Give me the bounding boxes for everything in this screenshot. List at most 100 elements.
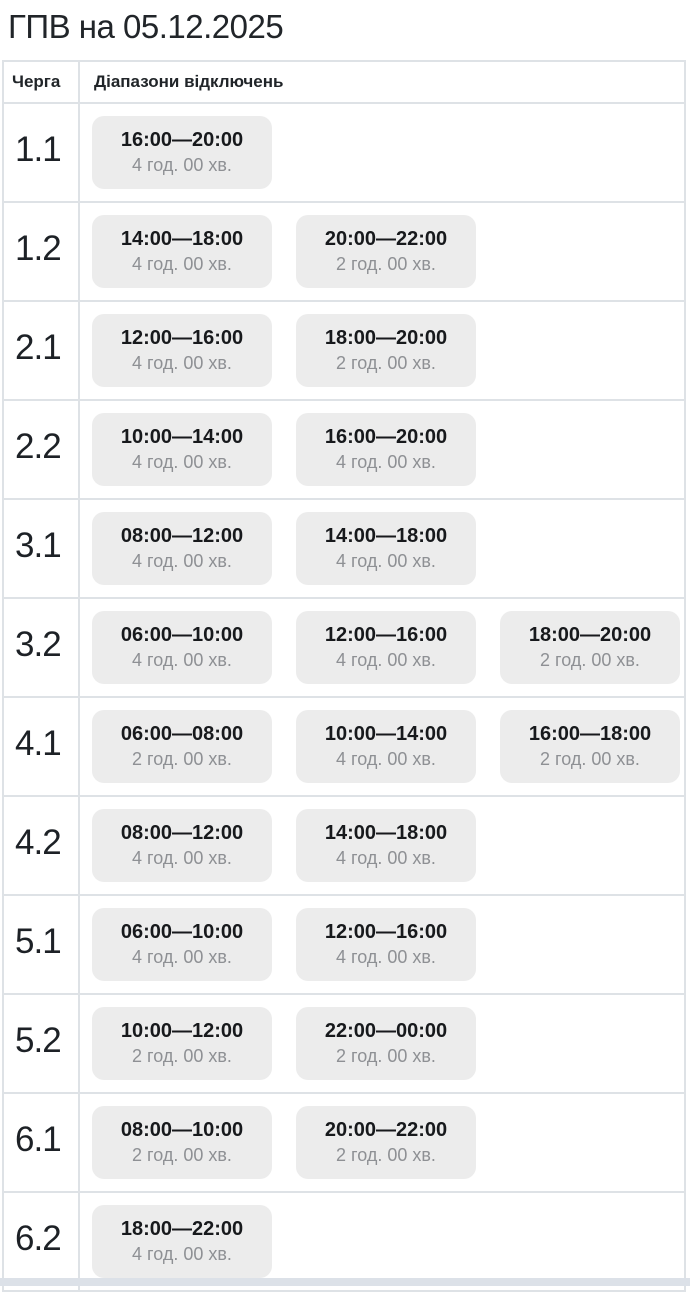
ranges-cell: 12:00—16:00 4 год. 00 хв. 18:00—20:00 2 … xyxy=(78,300,686,402)
outage-chip: 10:00—12:00 2 год. 00 хв. xyxy=(92,1007,272,1081)
outage-chip: 14:00—18:00 4 год. 00 хв. xyxy=(92,215,272,289)
outage-time: 20:00—22:00 xyxy=(324,228,448,251)
outage-chip: 16:00—18:00 2 год. 00 хв. xyxy=(500,710,680,784)
outage-time: 12:00—16:00 xyxy=(324,921,448,944)
table-header: Черга Діапазони відключень xyxy=(2,60,686,105)
queue-cell: 4.2 xyxy=(2,795,80,897)
outage-time: 12:00—16:00 xyxy=(324,624,448,647)
outage-chip: 06:00—10:00 4 год. 00 хв. xyxy=(92,908,272,982)
outage-duration: 4 год. 00 хв. xyxy=(336,650,436,671)
queue-cell: 4.1 xyxy=(2,696,80,798)
outage-chip: 06:00—10:00 4 год. 00 хв. xyxy=(92,611,272,685)
table-row: 5.1 06:00—10:00 4 год. 00 хв. 12:00—16:0… xyxy=(2,894,686,996)
outage-time: 14:00—18:00 xyxy=(324,525,448,548)
ranges-wrap: 08:00—10:00 2 год. 00 хв. 20:00—22:00 2 … xyxy=(92,1106,676,1180)
ranges-cell: 18:00—22:00 4 год. 00 хв. xyxy=(78,1191,686,1292)
outage-time: 06:00—08:00 xyxy=(120,723,244,746)
table-row: 6.2 18:00—22:00 4 год. 00 хв. xyxy=(2,1191,686,1292)
header-row: Черга Діапазони відключень xyxy=(2,60,686,105)
table-row: 1.1 16:00—20:00 4 год. 00 хв. xyxy=(2,102,686,204)
outage-duration: 4 год. 00 хв. xyxy=(336,848,436,869)
ranges-wrap: 12:00—16:00 4 год. 00 хв. 18:00—20:00 2 … xyxy=(92,314,676,388)
ranges-cell: 06:00—10:00 4 год. 00 хв. 12:00—16:00 4 … xyxy=(78,894,686,996)
outage-duration: 4 год. 00 хв. xyxy=(336,452,436,473)
queue-cell: 3.1 xyxy=(2,498,80,600)
outage-duration: 2 год. 00 хв. xyxy=(336,254,436,275)
queue-cell: 1.2 xyxy=(2,201,80,303)
table-row: 3.1 08:00—12:00 4 год. 00 хв. 14:00—18:0… xyxy=(2,498,686,600)
outage-duration: 4 год. 00 хв. xyxy=(132,848,232,869)
outage-duration: 4 год. 00 хв. xyxy=(132,353,232,374)
outage-duration: 4 год. 00 хв. xyxy=(336,551,436,572)
outage-time: 20:00—22:00 xyxy=(324,1119,448,1142)
queue-cell: 2.1 xyxy=(2,300,80,402)
outage-chip: 20:00—22:00 2 год. 00 хв. xyxy=(296,1106,476,1180)
queue-cell: 6.1 xyxy=(2,1092,80,1194)
ranges-cell: 08:00—12:00 4 год. 00 хв. 14:00—18:00 4 … xyxy=(78,795,686,897)
outage-duration: 2 год. 00 хв. xyxy=(540,650,640,671)
ranges-cell: 16:00—20:00 4 год. 00 хв. xyxy=(78,102,686,204)
ranges-cell: 08:00—12:00 4 год. 00 хв. 14:00—18:00 4 … xyxy=(78,498,686,600)
outage-time: 10:00—14:00 xyxy=(120,426,244,449)
outage-time: 06:00—10:00 xyxy=(120,921,244,944)
outage-chip: 06:00—08:00 2 год. 00 хв. xyxy=(92,710,272,784)
table-row: 3.2 06:00—10:00 4 год. 00 хв. 12:00—16:0… xyxy=(2,597,686,699)
queue-cell: 3.2 xyxy=(2,597,80,699)
table-row: 4.2 08:00—12:00 4 год. 00 хв. 14:00—18:0… xyxy=(2,795,686,897)
outage-chip: 18:00—20:00 2 год. 00 хв. xyxy=(296,314,476,388)
outage-duration: 4 год. 00 хв. xyxy=(132,551,232,572)
queue-cell: 1.1 xyxy=(2,102,80,204)
outage-chip: 08:00—12:00 4 год. 00 хв. xyxy=(92,809,272,883)
ranges-cell: 10:00—14:00 4 год. 00 хв. 16:00—20:00 4 … xyxy=(78,399,686,501)
outage-duration: 4 год. 00 хв. xyxy=(336,947,436,968)
outage-time: 10:00—14:00 xyxy=(324,723,448,746)
outage-duration: 4 год. 00 хв. xyxy=(132,1244,232,1265)
outage-time: 08:00—12:00 xyxy=(120,525,244,548)
page-title: ГПВ на 05.12.2025 xyxy=(8,8,284,45)
column-header-ranges: Діапазони відключень xyxy=(78,60,686,105)
outage-duration: 4 год. 00 хв. xyxy=(132,650,232,671)
outage-time: 16:00—18:00 xyxy=(528,723,652,746)
ranges-cell: 08:00—10:00 2 год. 00 хв. 20:00—22:00 2 … xyxy=(78,1092,686,1194)
table-body: 1.1 16:00—20:00 4 год. 00 хв. 1.2 14:00—… xyxy=(2,102,686,1292)
ranges-wrap: 18:00—22:00 4 год. 00 хв. xyxy=(92,1205,676,1279)
table-row: 2.1 12:00—16:00 4 год. 00 хв. 18:00—20:0… xyxy=(2,300,686,402)
outage-duration: 2 год. 00 хв. xyxy=(336,1046,436,1067)
queue-cell: 5.1 xyxy=(2,894,80,996)
ranges-wrap: 06:00—10:00 4 год. 00 хв. 12:00—16:00 4 … xyxy=(92,908,676,982)
ranges-cell: 06:00—08:00 2 год. 00 хв. 10:00—14:00 4 … xyxy=(78,696,686,798)
ranges-wrap: 16:00—20:00 4 год. 00 хв. xyxy=(92,116,676,190)
outage-duration: 4 год. 00 хв. xyxy=(132,155,232,176)
outage-chip: 16:00—20:00 4 год. 00 хв. xyxy=(296,413,476,487)
table-row: 6.1 08:00—10:00 2 год. 00 хв. 20:00—22:0… xyxy=(2,1092,686,1194)
outage-time: 14:00—18:00 xyxy=(120,228,244,251)
ranges-wrap: 10:00—12:00 2 год. 00 хв. 22:00—00:00 2 … xyxy=(92,1007,676,1081)
table-row: 5.2 10:00—12:00 2 год. 00 хв. 22:00—00:0… xyxy=(2,993,686,1095)
outage-duration: 2 год. 00 хв. xyxy=(540,749,640,770)
ranges-cell: 06:00—10:00 4 год. 00 хв. 12:00—16:00 4 … xyxy=(78,597,686,699)
outage-chip: 20:00—22:00 2 год. 00 хв. xyxy=(296,215,476,289)
outage-chip: 14:00—18:00 4 год. 00 хв. xyxy=(296,512,476,586)
outage-time: 16:00—20:00 xyxy=(120,129,244,152)
outage-chip: 12:00—16:00 4 год. 00 хв. xyxy=(296,908,476,982)
outage-duration: 2 год. 00 хв. xyxy=(132,749,232,770)
ranges-cell: 10:00—12:00 2 год. 00 хв. 22:00—00:00 2 … xyxy=(78,993,686,1095)
queue-cell: 5.2 xyxy=(2,993,80,1095)
outage-duration: 2 год. 00 хв. xyxy=(132,1046,232,1067)
outage-time: 08:00—12:00 xyxy=(120,822,244,845)
column-header-queue: Черга xyxy=(2,60,80,105)
outage-chip: 18:00—22:00 4 год. 00 хв. xyxy=(92,1205,272,1279)
outage-chip: 08:00—10:00 2 год. 00 хв. xyxy=(92,1106,272,1180)
outage-chip: 08:00—12:00 4 год. 00 хв. xyxy=(92,512,272,586)
outage-duration: 4 год. 00 хв. xyxy=(132,452,232,473)
ranges-cell: 14:00—18:00 4 год. 00 хв. 20:00—22:00 2 … xyxy=(78,201,686,303)
outage-schedule-table: Черга Діапазони відключень 1.1 16:00—20:… xyxy=(2,60,686,1292)
outage-chip: 18:00—20:00 2 год. 00 хв. xyxy=(500,611,680,685)
queue-cell: 2.2 xyxy=(2,399,80,501)
outage-chip: 14:00—18:00 4 год. 00 хв. xyxy=(296,809,476,883)
ranges-wrap: 06:00—08:00 2 год. 00 хв. 10:00—14:00 4 … xyxy=(92,710,680,784)
outage-time: 18:00—20:00 xyxy=(528,624,652,647)
outage-chip: 10:00—14:00 4 год. 00 хв. xyxy=(92,413,272,487)
bottom-strip xyxy=(0,1278,690,1286)
ranges-wrap: 14:00—18:00 4 год. 00 хв. 20:00—22:00 2 … xyxy=(92,215,676,289)
